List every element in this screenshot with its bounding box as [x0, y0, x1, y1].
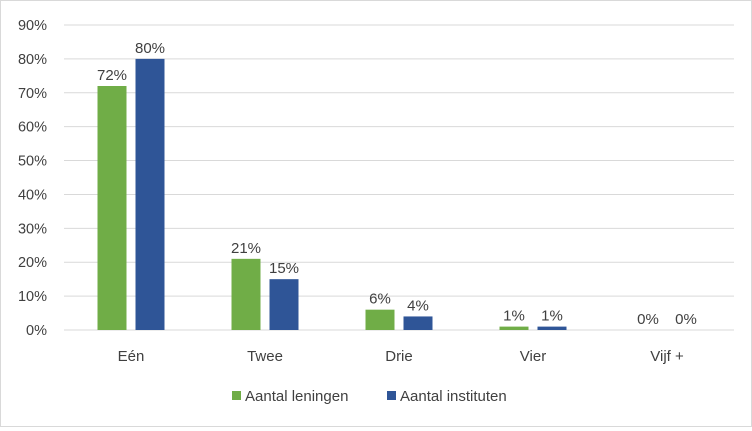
bar-leningen	[365, 309, 395, 330]
y-tick-label: 0%	[26, 323, 47, 339]
data-label: 4%	[407, 297, 429, 314]
data-label: 21%	[231, 240, 261, 257]
bar-leningen	[231, 258, 261, 330]
bar-leningen	[499, 326, 529, 330]
legend: Aantal leningen Aantal instituten	[232, 388, 507, 405]
bars	[97, 58, 567, 331]
y-tick-label: 70%	[18, 86, 47, 102]
y-axis-ticks: 0% 10% 20% 30% 40% 50% 60% 70% 80% 90%	[18, 18, 47, 339]
y-tick-label: 80%	[18, 52, 47, 68]
bar-instituten	[269, 279, 299, 330]
data-label: 1%	[503, 308, 525, 325]
legend-swatch	[387, 391, 396, 400]
data-label: 6%	[369, 291, 391, 308]
legend-label: Aantal instituten	[400, 388, 507, 405]
y-tick-label: 50%	[18, 154, 47, 170]
bar-instituten	[403, 316, 433, 330]
y-tick-label: 20%	[18, 255, 47, 271]
bar-leningen	[97, 86, 127, 330]
data-label: 80%	[135, 40, 165, 57]
data-label: 72%	[97, 67, 127, 84]
x-category-label: Vijf +	[650, 348, 684, 365]
bar-instituten	[537, 326, 567, 330]
data-label: 0%	[675, 311, 697, 328]
data-labels: 72% 80% 21% 15% 6% 4% 1% 1% 0% 0%	[97, 40, 697, 328]
x-category-label: Eén	[118, 348, 145, 365]
data-label: 15%	[269, 260, 299, 277]
gridlines	[64, 24, 734, 331]
y-tick-label: 10%	[18, 289, 47, 305]
data-label: 0%	[637, 311, 659, 328]
x-axis-categories: Eén Twee Drie Vier Vijf +	[118, 348, 684, 365]
x-category-label: Twee	[247, 348, 283, 365]
x-category-label: Drie	[385, 348, 413, 365]
bar-instituten	[135, 58, 165, 331]
y-tick-label: 40%	[18, 187, 47, 203]
data-label: 1%	[541, 308, 563, 325]
y-tick-label: 30%	[18, 221, 47, 237]
legend-label: Aantal leningen	[245, 388, 348, 405]
y-tick-label: 60%	[18, 120, 47, 136]
y-tick-label: 90%	[18, 18, 47, 34]
x-category-label: Vier	[520, 348, 546, 365]
legend-swatch	[232, 391, 241, 400]
